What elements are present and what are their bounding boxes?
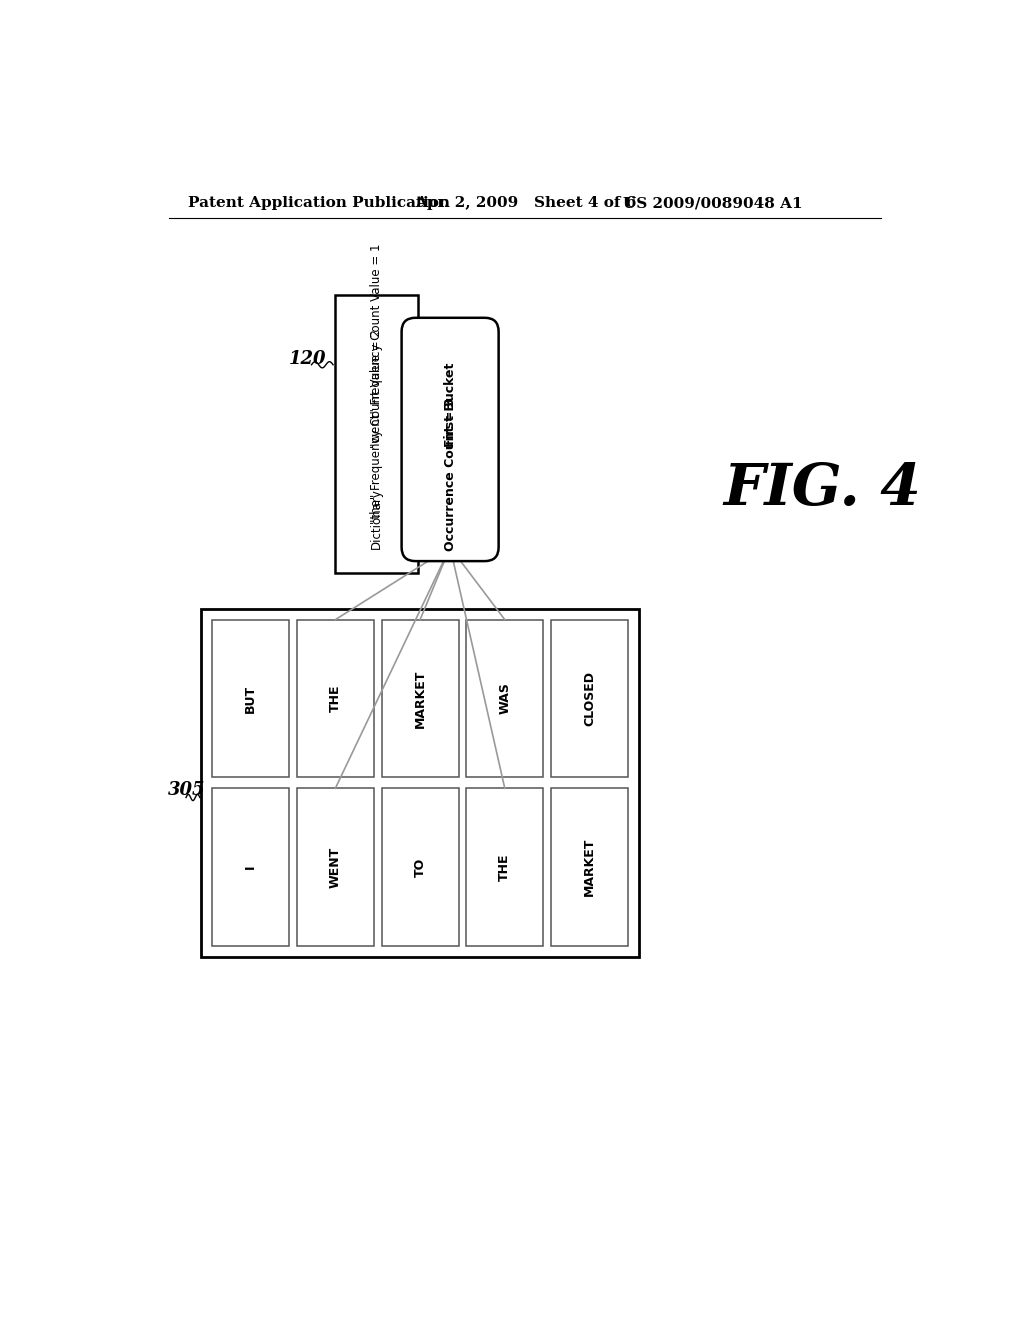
Text: Patent Application Publication: Patent Application Publication [188, 197, 451, 210]
Text: "the" Frequency Count Value = 2: "the" Frequency Count Value = 2 [370, 329, 383, 524]
Text: WAS: WAS [499, 682, 511, 714]
Text: FIG. 4: FIG. 4 [724, 461, 922, 517]
Bar [466, 788, 544, 946]
Bar [551, 619, 628, 777]
Bar [466, 619, 544, 777]
Text: WENT: WENT [329, 846, 342, 888]
Bar [382, 619, 459, 777]
Bar [202, 609, 639, 957]
Bar [212, 788, 289, 946]
Bar [382, 788, 459, 946]
Text: 305: 305 [168, 781, 205, 799]
Bar [297, 788, 374, 946]
Bar [551, 788, 628, 946]
Text: 120: 120 [289, 350, 326, 367]
Text: MARKET: MARKET [414, 669, 427, 727]
Bar [297, 619, 374, 777]
Text: CLOSED: CLOSED [583, 671, 596, 726]
Text: US 2009/0089048 A1: US 2009/0089048 A1 [624, 197, 803, 210]
Text: First Bucket: First Bucket [443, 363, 457, 447]
Text: BUT: BUT [244, 685, 257, 713]
Text: MARKET: MARKET [583, 838, 596, 896]
Text: THE: THE [329, 685, 342, 713]
Text: Dictionary: Dictionary [370, 488, 383, 549]
Text: TO: TO [414, 858, 427, 876]
Text: I: I [244, 865, 257, 870]
Text: THE: THE [499, 854, 511, 880]
Text: "went" Frequency Count Value = 1: "went" Frequency Count Value = 1 [370, 243, 383, 447]
Text: Occurrence Count = 3: Occurrence Count = 3 [443, 397, 457, 550]
Bar [212, 619, 289, 777]
Text: Apr. 2, 2009   Sheet 4 of 6: Apr. 2, 2009 Sheet 4 of 6 [416, 197, 637, 210]
FancyBboxPatch shape [401, 318, 499, 561]
Bar [335, 296, 418, 573]
